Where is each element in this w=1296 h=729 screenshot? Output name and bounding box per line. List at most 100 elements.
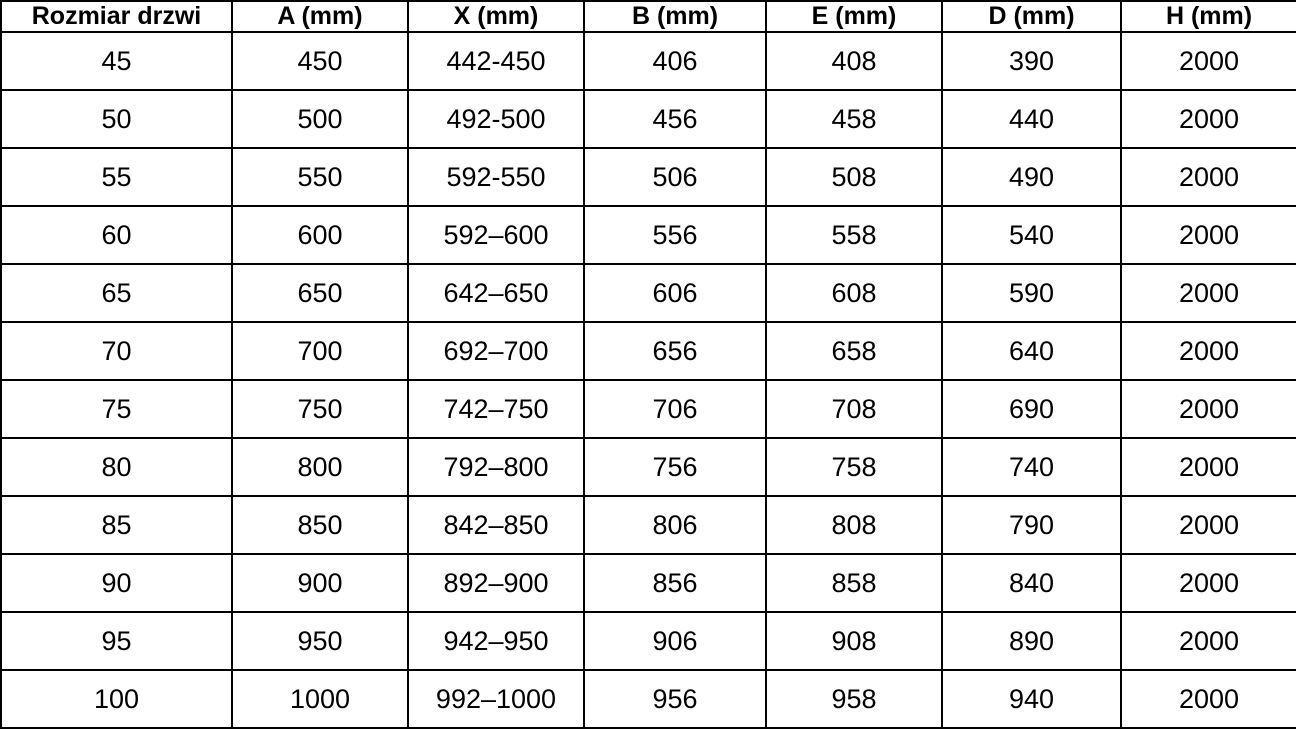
table-cell: 2000 (1120, 205, 1296, 265)
table-cell: 408 (765, 31, 943, 91)
table-cell: 65 (0, 263, 233, 323)
table-cell: 758 (765, 437, 943, 497)
table-cell: 940 (941, 669, 1122, 729)
table-cell: 540 (941, 205, 1122, 265)
table-cell: 550 (231, 147, 409, 207)
table-cell: 2000 (1120, 147, 1296, 207)
table-cell: 606 (583, 263, 767, 323)
table-cell: 608 (765, 263, 943, 323)
table-cell: 390 (941, 31, 1122, 91)
table-row: 70 700 692–700 656 658 640 2000 (0, 321, 1296, 381)
table-cell: 2000 (1120, 553, 1296, 613)
table-cell: 2000 (1120, 437, 1296, 497)
table-cell: 908 (765, 611, 943, 671)
table-cell: 942–950 (407, 611, 585, 671)
table-cell: 100 (0, 669, 233, 729)
table-cell: 900 (231, 553, 409, 613)
table-cell: 442-450 (407, 31, 585, 91)
table-cell: 75 (0, 379, 233, 439)
table-cell: 858 (765, 553, 943, 613)
table-cell: 790 (941, 495, 1122, 555)
table-cell: 90 (0, 553, 233, 613)
table-cell: 958 (765, 669, 943, 729)
table-cell: 492-500 (407, 89, 585, 149)
table-cell: 2000 (1120, 263, 1296, 323)
table-cell: 740 (941, 437, 1122, 497)
table-cell: 1000 (231, 669, 409, 729)
table-cell: 2000 (1120, 321, 1296, 381)
table-cell: 406 (583, 31, 767, 91)
table-cell: 556 (583, 205, 767, 265)
column-header-rozmiar-drzwi: Rozmiar drzwi (0, 0, 233, 33)
table-cell: 2000 (1120, 669, 1296, 729)
column-header-h-mm: H (mm) (1120, 0, 1296, 33)
table-row: 85 850 842–850 806 808 790 2000 (0, 495, 1296, 555)
table-cell: 80 (0, 437, 233, 497)
column-header-e-mm: E (mm) (765, 0, 943, 33)
table-cell: 592–600 (407, 205, 585, 265)
table-cell: 692–700 (407, 321, 585, 381)
table-cell: 55 (0, 147, 233, 207)
table-cell: 650 (231, 263, 409, 323)
table-row: 55 550 592-550 506 508 490 2000 (0, 147, 1296, 207)
table-cell: 850 (231, 495, 409, 555)
table-cell: 70 (0, 321, 233, 381)
table-cell: 950 (231, 611, 409, 671)
table-cell: 95 (0, 611, 233, 671)
table-cell: 450 (231, 31, 409, 91)
table-cell: 806 (583, 495, 767, 555)
table-cell: 558 (765, 205, 943, 265)
table-cell: 840 (941, 553, 1122, 613)
table-cell: 506 (583, 147, 767, 207)
table-cell: 890 (941, 611, 1122, 671)
table-row: 100 1000 992–1000 956 958 940 2000 (0, 669, 1296, 729)
table-row: 95 950 942–950 906 908 890 2000 (0, 611, 1296, 671)
table-cell: 500 (231, 89, 409, 149)
table-cell: 60 (0, 205, 233, 265)
table-cell: 85 (0, 495, 233, 555)
table-cell: 45 (0, 31, 233, 91)
table-cell: 708 (765, 379, 943, 439)
table-row: 50 500 492-500 456 458 440 2000 (0, 89, 1296, 149)
table-cell: 658 (765, 321, 943, 381)
table-row: 65 650 642–650 606 608 590 2000 (0, 263, 1296, 323)
table-row: 45 450 442-450 406 408 390 2000 (0, 31, 1296, 91)
column-header-b-mm: B (mm) (583, 0, 767, 33)
column-header-x-mm: X (mm) (407, 0, 585, 33)
table-cell: 856 (583, 553, 767, 613)
table-cell: 600 (231, 205, 409, 265)
header-row: Rozmiar drzwi A (mm) X (mm) B (mm) E (mm… (0, 0, 1296, 33)
table-cell: 440 (941, 89, 1122, 149)
table-cell: 906 (583, 611, 767, 671)
table-cell: 640 (941, 321, 1122, 381)
table-cell: 750 (231, 379, 409, 439)
table-cell: 508 (765, 147, 943, 207)
table-cell: 2000 (1120, 379, 1296, 439)
table-row: 75 750 742–750 706 708 690 2000 (0, 379, 1296, 439)
table-cell: 808 (765, 495, 943, 555)
table-cell: 700 (231, 321, 409, 381)
table-cell: 2000 (1120, 495, 1296, 555)
table-cell: 2000 (1120, 89, 1296, 149)
table-cell: 742–750 (407, 379, 585, 439)
table-cell: 842–850 (407, 495, 585, 555)
table-row: 90 900 892–900 856 858 840 2000 (0, 553, 1296, 613)
table-cell: 956 (583, 669, 767, 729)
table-cell: 456 (583, 89, 767, 149)
table-cell: 2000 (1120, 611, 1296, 671)
table-row: 80 800 792–800 756 758 740 2000 (0, 437, 1296, 497)
column-header-a-mm: A (mm) (231, 0, 409, 33)
table-cell: 592-550 (407, 147, 585, 207)
table-cell: 892–900 (407, 553, 585, 613)
table-cell: 756 (583, 437, 767, 497)
column-header-d-mm: D (mm) (941, 0, 1122, 33)
table-cell: 490 (941, 147, 1122, 207)
table-cell: 50 (0, 89, 233, 149)
table-cell: 642–650 (407, 263, 585, 323)
table-cell: 690 (941, 379, 1122, 439)
table-cell: 800 (231, 437, 409, 497)
table-cell: 992–1000 (407, 669, 585, 729)
table-cell: 706 (583, 379, 767, 439)
table-cell: 2000 (1120, 31, 1296, 91)
